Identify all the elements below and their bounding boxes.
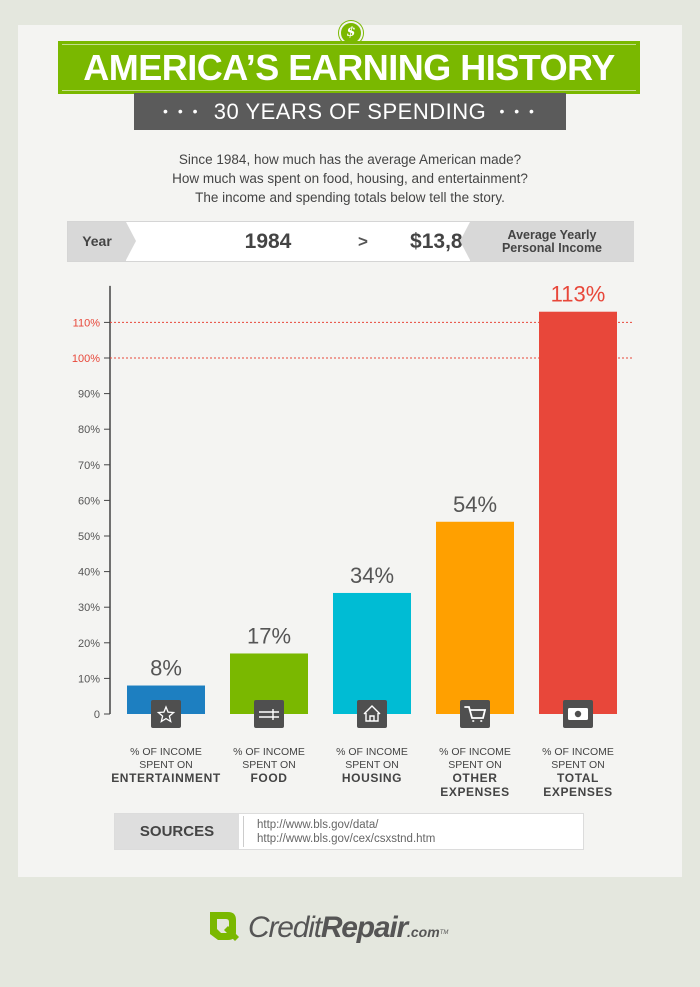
- logo-word-com: .com: [407, 924, 440, 940]
- creditrepair-logo[interactable]: CreditRepair.comTM: [204, 908, 504, 948]
- footer: [0, 877, 700, 987]
- bar-value-label-2: 17%: [247, 623, 291, 648]
- page-subtitle: • • • 30 YEARS OF SPENDING • • •: [134, 93, 566, 130]
- intro-text: Since 1984, how much has the average Ame…: [90, 150, 610, 207]
- bar-icon-box-2: [254, 700, 284, 728]
- sources-divider: [243, 816, 244, 847]
- y-tick-label-30: 30%: [78, 602, 100, 614]
- bar-value-label-4: 54%: [453, 492, 497, 517]
- category-label-4-line-1: % OF INCOME: [439, 746, 511, 758]
- y-tick-label-90: 90%: [78, 389, 100, 401]
- year-income-bar: Year 1984 > $13,858 Average Yearly Perso…: [67, 221, 634, 262]
- y-tick-label-80: 80%: [78, 424, 100, 436]
- y-tick-label-10: 10%: [78, 673, 100, 685]
- intro-line-2: How much was spent on food, housing, and…: [172, 171, 528, 186]
- sources-list: http://www.bls.gov/data/ http://www.bls.…: [257, 818, 435, 846]
- category-label-2-line-2: SPENT ON: [242, 759, 295, 771]
- logo-word-credit: Credit: [248, 911, 322, 944]
- bar-3: [333, 592, 411, 714]
- category-label-2-line-3: FOOD: [250, 771, 287, 785]
- source-link-2[interactable]: http://www.bls.gov/cex/csxstnd.htm: [257, 833, 436, 845]
- bar-value-label-1: 8%: [150, 656, 182, 681]
- y-tick-label-40: 40%: [78, 567, 100, 579]
- star-icon: [156, 705, 176, 723]
- category-label-1-line-2: SPENT ON: [139, 759, 192, 771]
- category-label-4-line-2: SPENT ON: [448, 759, 501, 771]
- category-label-5-line-4: EXPENSES: [543, 785, 613, 799]
- income-description-line-1: Average Yearly: [507, 227, 597, 242]
- y-tick-label-70: 70%: [78, 460, 100, 472]
- category-label-5-line-1: % OF INCOME: [542, 746, 614, 758]
- category-label-3-line-3: HOUSING: [342, 771, 402, 785]
- bar-value-label-3: 34%: [350, 563, 394, 588]
- y-tick-label-110: 110%: [73, 317, 101, 329]
- sources-label: SOURCES: [115, 814, 239, 849]
- source-link-1[interactable]: http://www.bls.gov/data/: [257, 819, 379, 831]
- bar-icon-box-3: [357, 700, 387, 728]
- y-tick-label-60: 60%: [78, 495, 100, 507]
- bar-5: [539, 311, 617, 714]
- money-bill-icon-center: [574, 710, 582, 718]
- logo-tm: TM: [439, 930, 449, 936]
- category-label-2-line-1: % OF INCOME: [233, 746, 305, 758]
- sources-box: SOURCES http://www.bls.gov/data/ http://…: [114, 813, 584, 850]
- y-tick-label-0: 0: [94, 709, 100, 721]
- category-label-3-line-2: SPENT ON: [345, 759, 398, 771]
- subtitle-dots-right: • • •: [499, 103, 537, 119]
- y-tick-label-50: 50%: [78, 531, 100, 543]
- income-description-line-2: Personal Income: [501, 240, 603, 255]
- income-description: Average Yearly Personal Income: [460, 222, 634, 261]
- intro-line-1: Since 1984, how much has the average Ame…: [178, 152, 522, 167]
- bar-4: [436, 521, 514, 714]
- shopping-cart-icon: [464, 706, 487, 722]
- category-label-1-line-1: % OF INCOME: [130, 746, 202, 758]
- category-label-1-line-3: ENTERTAINMENT: [111, 771, 221, 785]
- bar-value-label-5: 113%: [551, 282, 606, 307]
- logo-word-repair: Repair: [320, 911, 408, 944]
- y-tick-label-20: 20%: [78, 638, 100, 650]
- chevron-right-icon: >: [358, 232, 368, 251]
- category-label-5-line-3: TOTAL: [557, 771, 599, 785]
- subtitle-banner: • • • 30 YEARS OF SPENDING • • •: [134, 93, 566, 130]
- creditrepair-logo-icon: [210, 912, 239, 941]
- creditrepair-logo-text: CreditRepair.comTM: [248, 911, 448, 945]
- house-icon: [363, 705, 381, 722]
- utensils-icon: [259, 709, 279, 720]
- y-tick-label-100: 100%: [72, 353, 100, 365]
- bar-icon-box-1: [151, 700, 181, 728]
- page-title: AMERICA’S EARNING HISTORY: [83, 47, 615, 88]
- year-value: 1984: [244, 230, 292, 253]
- bar-icon-box-4: [460, 700, 490, 728]
- intro-line-3: The income and spending totals below tel…: [195, 190, 505, 205]
- subtitle-dots-left: • • •: [163, 103, 201, 119]
- year-label: Year: [68, 222, 136, 261]
- category-label-5-line-2: SPENT ON: [551, 759, 604, 771]
- category-label-4-line-4: EXPENSES: [440, 785, 510, 799]
- title-banner: AMERICA’S EARNING HISTORY: [58, 41, 640, 94]
- subtitle-text: 30 YEARS OF SPENDING: [213, 99, 487, 124]
- category-label-4-line-3: OTHER: [453, 771, 498, 785]
- category-label-3-line-1: % OF INCOME: [336, 746, 408, 758]
